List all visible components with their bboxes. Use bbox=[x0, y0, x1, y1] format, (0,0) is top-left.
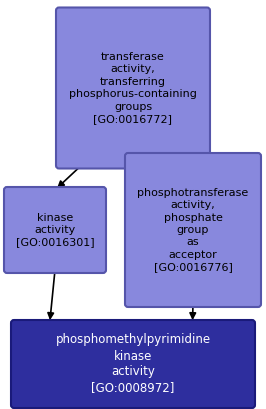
Text: transferase
activity,
transferring
phosphorus-containing
groups
[GO:0016772]: transferase activity, transferring phosp… bbox=[69, 52, 197, 124]
FancyBboxPatch shape bbox=[56, 7, 210, 169]
FancyBboxPatch shape bbox=[11, 320, 255, 408]
FancyBboxPatch shape bbox=[4, 187, 106, 273]
Text: phosphomethylpyrimidine
kinase
activity
[GO:0008972]: phosphomethylpyrimidine kinase activity … bbox=[55, 333, 211, 395]
FancyBboxPatch shape bbox=[125, 153, 261, 307]
Text: kinase
activity
[GO:0016301]: kinase activity [GO:0016301] bbox=[16, 213, 94, 247]
Text: phosphotransferase
activity,
phosphate
group
as
acceptor
[GO:0016776]: phosphotransferase activity, phosphate g… bbox=[137, 188, 249, 272]
